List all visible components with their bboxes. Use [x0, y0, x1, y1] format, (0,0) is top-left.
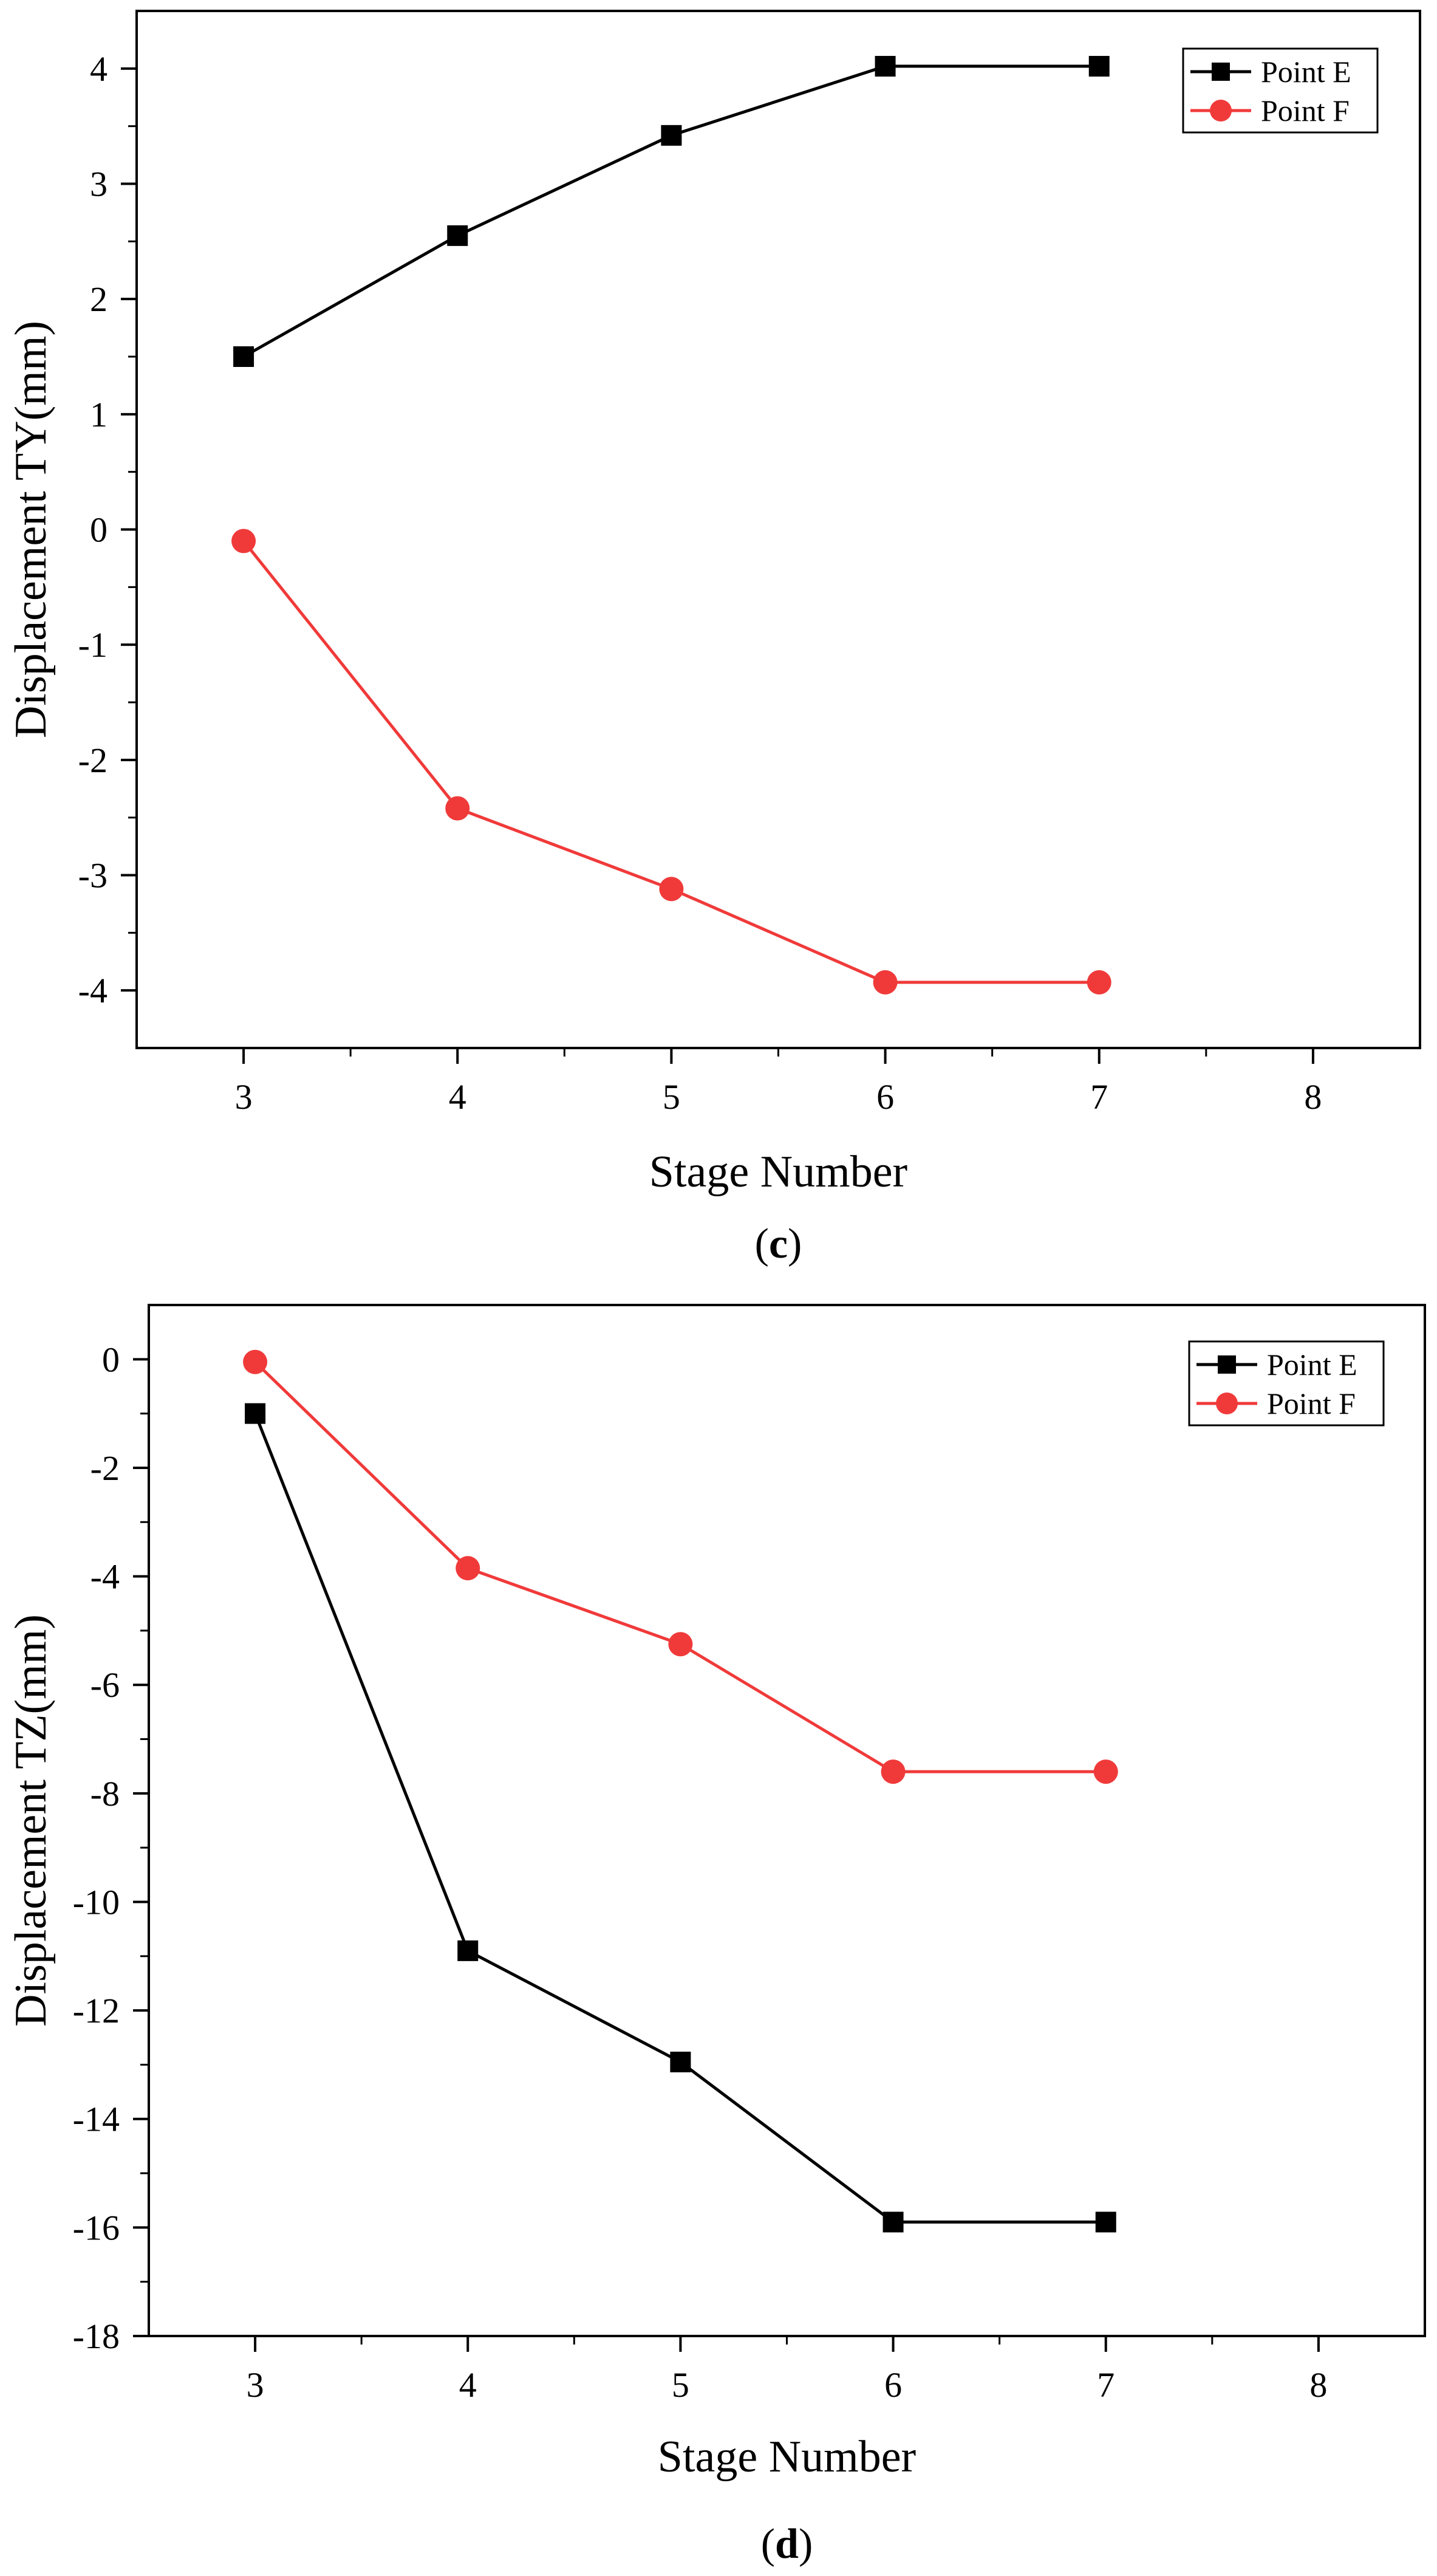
- y-tick-label: -6: [90, 1665, 120, 1705]
- legend-label: Point F: [1267, 1386, 1356, 1420]
- data-point: [1095, 2211, 1116, 2233]
- series-line-point-f: [254, 1360, 1106, 1773]
- y-tick-label: -14: [73, 2100, 120, 2139]
- data-point: [670, 2051, 691, 2072]
- data-point: [231, 529, 256, 553]
- caption-part: (: [761, 2521, 775, 2567]
- y-tick-label: -4: [90, 1557, 120, 1597]
- x-tick-label: 5: [663, 1077, 680, 1117]
- y-tick-label: -12: [73, 1991, 120, 2030]
- data-point: [659, 877, 684, 902]
- x-tick-label: 6: [876, 1077, 894, 1117]
- y-tick-label: -8: [90, 1774, 120, 1814]
- data-point: [245, 1403, 266, 1424]
- y-tick-label: 0: [90, 510, 108, 550]
- figure-caption: (c): [755, 1221, 802, 1267]
- series-line-point-e: [253, 1413, 1106, 2224]
- y-tick-label: -16: [73, 2208, 120, 2247]
- legend-marker: [1218, 1355, 1236, 1374]
- data-point: [456, 1556, 480, 1581]
- x-tick-label: 5: [672, 2365, 689, 2405]
- y-tick-label: -3: [78, 856, 108, 896]
- data-point: [882, 2211, 904, 2233]
- x-tick-label: 4: [459, 2365, 477, 2405]
- x-tick-label: 3: [247, 2365, 264, 2405]
- data-point: [1087, 970, 1111, 995]
- data-point: [233, 346, 254, 367]
- data-point: [1093, 1759, 1118, 1784]
- plot-frame: [135, 10, 1421, 1049]
- data-point: [881, 1759, 906, 1784]
- x-tick-label: 3: [235, 1077, 253, 1117]
- legend-marker: [1212, 63, 1230, 81]
- data-point: [447, 225, 468, 246]
- y-tick-label: 1: [90, 395, 108, 434]
- plot-frame: [148, 1304, 1426, 2337]
- x-axis-title: Stage Number: [649, 1147, 907, 1197]
- caption-part: ): [799, 2521, 813, 2567]
- y-tick-label: -2: [78, 741, 108, 780]
- y-tick-label: -10: [73, 1882, 120, 1922]
- data-point: [457, 1940, 479, 1961]
- legend-label: Point F: [1261, 94, 1350, 128]
- legend-label: Point E: [1267, 1348, 1357, 1382]
- x-tick-label: 8: [1309, 2365, 1327, 2405]
- legend-marker: [1210, 100, 1232, 122]
- data-point: [875, 56, 896, 77]
- data-point: [873, 970, 898, 995]
- data-point: [668, 1632, 693, 1657]
- series-line-point-f: [242, 540, 1099, 984]
- y-tick-label: 3: [90, 165, 108, 204]
- x-tick-label: 6: [884, 2365, 902, 2405]
- caption-part: c: [769, 1221, 788, 1267]
- y-tick-label: -1: [78, 625, 108, 665]
- y-tick-label: 2: [90, 279, 108, 319]
- chart-c: 3 4 5 6 7 8 -4 -3 -2 -1 0 1 2 3 4 Stage Number Displacem…: [6, 10, 1421, 1267]
- figure-caption: (d): [761, 2521, 813, 2567]
- series-line-point-e: [242, 64, 1099, 358]
- legend-label: Point E: [1261, 55, 1351, 89]
- data-point: [1088, 56, 1110, 77]
- chart-d: 3 4 5 6 7 8 -18 -16 -14 -12 -10 -8 -6 -4 -2 0 Stage Numb…: [6, 1304, 1426, 2567]
- data-point: [661, 125, 682, 146]
- x-axis-title: Stage Number: [658, 2432, 916, 2482]
- x-tick-label: 7: [1090, 1077, 1108, 1117]
- x-tick-label: 8: [1304, 1077, 1322, 1117]
- x-tick-label: 7: [1097, 2365, 1114, 2405]
- y-tick-label: 0: [102, 1340, 120, 1379]
- data-point: [243, 1349, 268, 1374]
- y-tick-label: -4: [78, 971, 108, 1010]
- caption-part: d: [775, 2521, 799, 2567]
- caption-part: ): [788, 1221, 802, 1267]
- data-point: [445, 796, 470, 821]
- legend-marker: [1216, 1392, 1238, 1414]
- caption-part: (: [755, 1221, 769, 1267]
- y-tick-label: -2: [90, 1448, 120, 1488]
- x-tick-label: 4: [449, 1077, 466, 1117]
- y-axis-title: Displacement TZ(mm): [6, 1614, 56, 2027]
- y-tick-label: -18: [73, 2317, 120, 2356]
- y-tick-label: 4: [90, 49, 108, 89]
- y-axis-title: Displacement TY(mm): [6, 321, 56, 738]
